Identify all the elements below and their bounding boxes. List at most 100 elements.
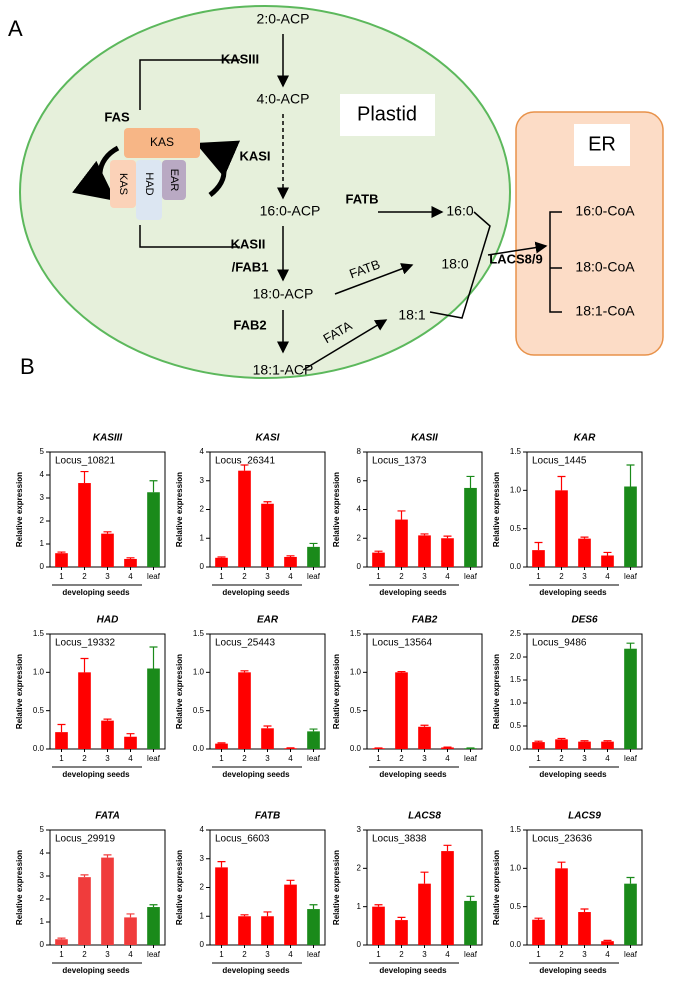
annotation: Locus_13564	[372, 638, 432, 649]
x-tick-label: 2	[242, 754, 247, 763]
bar	[418, 727, 431, 749]
annotation: Locus_6603	[215, 834, 270, 845]
y-tick-label: 1.0	[350, 667, 362, 676]
error-bar	[467, 896, 475, 901]
y-axis-label: Relative expression	[175, 654, 184, 729]
bar	[532, 550, 545, 567]
x-tick-label: leaf	[464, 950, 478, 959]
y-axis-label: Relative expression	[492, 472, 501, 547]
annotation: Locus_9486	[532, 638, 587, 649]
y-tick-label: 0	[40, 562, 45, 571]
subunit: HAD	[143, 172, 155, 195]
y-tick-label: 1	[40, 917, 45, 926]
bar	[555, 868, 568, 945]
annotation: Locus_19332	[55, 638, 115, 649]
bar	[441, 538, 454, 567]
bar	[395, 520, 408, 567]
bar	[578, 742, 591, 749]
annotation: Locus_10821	[55, 456, 115, 467]
bar	[372, 553, 385, 567]
y-tick-label: 2	[357, 533, 362, 542]
x-tick-label: 4	[605, 572, 610, 581]
y-tick-label: 1.5	[510, 675, 522, 684]
bar	[464, 488, 477, 567]
error-bar	[127, 734, 135, 737]
x-tick-label: 1	[219, 572, 224, 581]
error-bar	[264, 912, 272, 916]
error-bar	[627, 465, 635, 486]
bar	[261, 728, 274, 749]
y-tick-label: 3	[200, 476, 205, 485]
y-axis-label: Relative expression	[332, 850, 341, 925]
y-tick-label: 0.0	[193, 744, 205, 753]
error-bar	[467, 476, 475, 488]
y-tick-label: 2	[40, 894, 45, 903]
x-tick-label: 2	[399, 572, 404, 581]
bar	[238, 672, 251, 749]
y-tick-label: 1.0	[510, 698, 522, 707]
error-bar	[604, 741, 612, 742]
bar	[238, 916, 251, 945]
x-tick-label: 2	[399, 754, 404, 763]
node: 2:0-ACP	[257, 11, 310, 27]
y-tick-label: 0.5	[193, 706, 205, 715]
y-tick-label: 2	[357, 863, 362, 872]
x-tick-label: 2	[242, 572, 247, 581]
y-tick-label: 0.5	[33, 706, 45, 715]
x-tick-label: 2	[399, 950, 404, 959]
node: 18:0	[441, 256, 468, 272]
y-tick-label: 4	[40, 470, 45, 479]
error-bar	[218, 862, 226, 868]
y-tick-label: 1	[200, 533, 205, 542]
x-axis-label: developing seeds	[222, 966, 290, 975]
bar	[395, 920, 408, 945]
panel-label: B	[20, 354, 35, 379]
error-bar	[627, 878, 635, 884]
y-tick-label: 3	[40, 871, 45, 880]
enzyme: LACS8/9	[489, 251, 542, 266]
error-bar	[604, 552, 612, 555]
bar	[55, 553, 68, 567]
bar	[441, 851, 454, 945]
error-bar	[535, 741, 543, 742]
bar	[215, 558, 228, 567]
y-tick-label: 0.0	[510, 744, 522, 753]
x-axis-label: developing seeds	[62, 588, 130, 597]
y-axis-label: Relative expression	[15, 654, 24, 729]
bar	[532, 920, 545, 945]
x-tick-label: leaf	[624, 754, 638, 763]
y-axis-label: Relative expression	[15, 472, 24, 547]
y-tick-label: 3	[357, 825, 362, 834]
error-bar	[58, 938, 66, 939]
y-tick-label: 0.5	[510, 524, 522, 533]
y-tick-label: 0	[200, 562, 205, 571]
error-bar	[558, 738, 566, 739]
panel-a: A 2:0-ACP KASIII 4:0-ACP Plastid KASI FA…	[8, 6, 663, 378]
bar	[578, 539, 591, 567]
x-axis-label: developing seeds	[222, 770, 290, 779]
x-tick-label: 2	[559, 950, 564, 959]
chart-title: HAD	[97, 615, 119, 626]
bar	[464, 901, 477, 945]
x-tick-label: leaf	[624, 572, 638, 581]
y-tick-label: 0.5	[510, 721, 522, 730]
error-bar	[58, 552, 66, 553]
y-tick-label: 1.0	[510, 863, 522, 872]
complex: FAS	[104, 109, 130, 124]
enzyme: FATB	[346, 191, 379, 206]
x-tick-label: 1	[376, 950, 381, 959]
bar	[238, 471, 251, 567]
x-tick-label: 4	[605, 950, 610, 959]
x-tick-label: 3	[265, 572, 270, 581]
bar	[624, 487, 637, 568]
node: 18:0-CoA	[575, 259, 635, 275]
error-bar	[58, 724, 66, 732]
bar	[284, 557, 297, 567]
subunit: KAS	[117, 173, 129, 195]
y-axis-label: Relative expression	[332, 472, 341, 547]
bar	[261, 916, 274, 945]
x-tick-label: leaf	[307, 950, 321, 959]
chart-title: KASIII	[93, 433, 123, 444]
y-tick-label: 4	[200, 447, 205, 456]
y-tick-label: 1.0	[510, 485, 522, 494]
